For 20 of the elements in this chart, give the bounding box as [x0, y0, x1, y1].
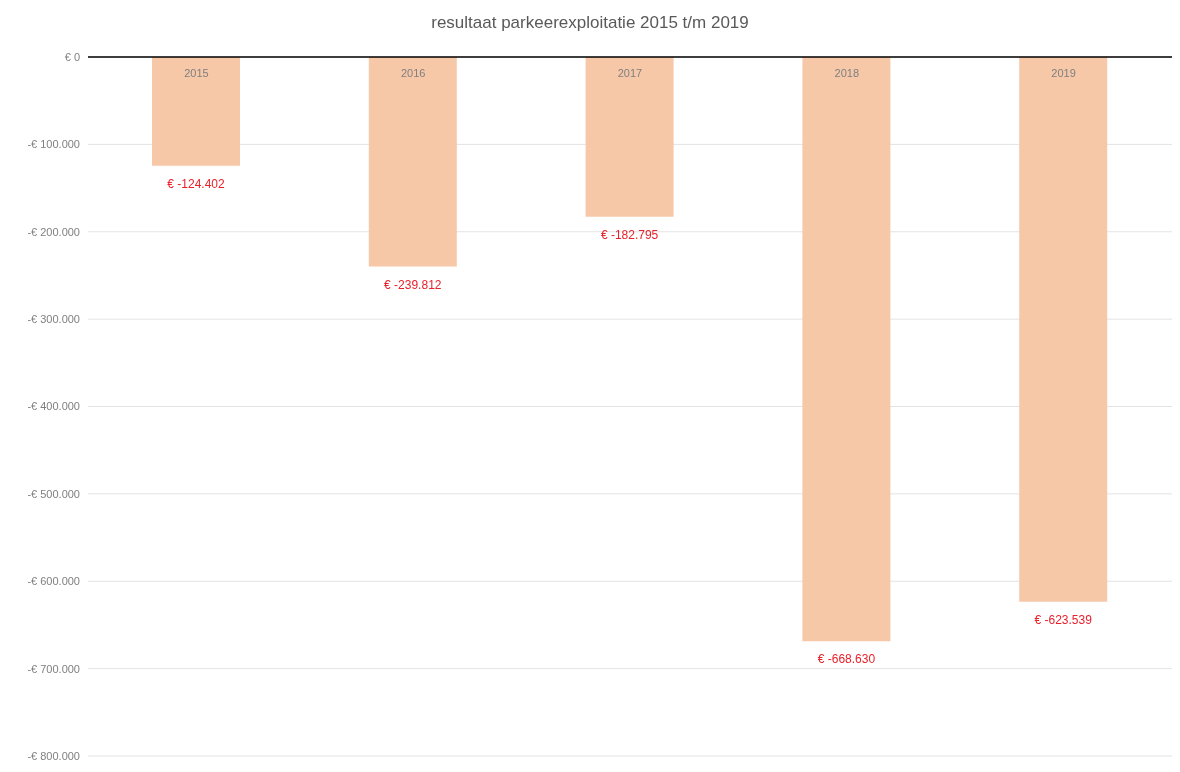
data-label: € -182.795	[600, 227, 659, 242]
y-tick-label: -€ 800.000	[27, 749, 80, 762]
x-tick-label: 2019	[1051, 67, 1076, 79]
y-tick-label: -€ 300.000	[27, 313, 80, 326]
data-label: € -239.812	[384, 277, 442, 292]
y-tick-label: -€ 600.000	[27, 575, 80, 588]
y-tick-label: -€ 100.000	[27, 138, 80, 151]
data-label: € -623.539	[1034, 612, 1093, 627]
x-tick-label: 2015	[184, 67, 209, 79]
data-label: € -668.630	[817, 652, 876, 667]
x-tick-label: 2016	[400, 67, 426, 79]
y-tick-label: -€ 200.000	[27, 225, 80, 238]
y-tick-label: -€ 400.000	[27, 400, 80, 413]
x-tick-label: 2018	[834, 67, 860, 79]
x-tick-label: 2017	[617, 67, 643, 79]
data-label: € -124.402	[167, 176, 226, 191]
y-tick-label: -€ 500.000	[27, 487, 80, 500]
y-tick-label: € 0	[64, 50, 80, 63]
y-tick-label: -€ 700.000	[27, 662, 80, 675]
chart-title: resultaat parkeerexploitatie 2015 t/m 2019	[430, 12, 750, 34]
